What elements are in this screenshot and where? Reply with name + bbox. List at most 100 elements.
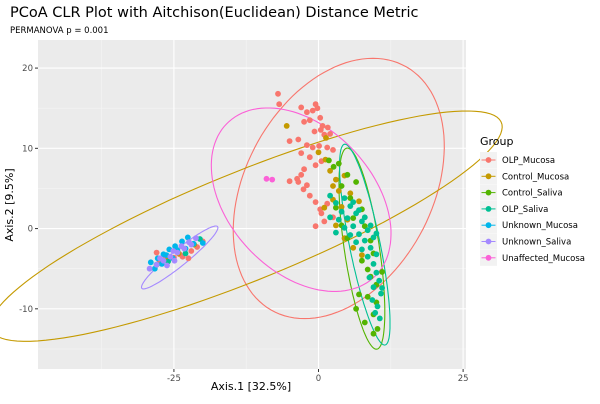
point-unknown-saliva	[153, 261, 160, 268]
point-olp-saliva	[341, 195, 348, 202]
y-axis: -10 0 10 20	[19, 64, 38, 315]
point-olp-mucosa	[324, 200, 331, 207]
point-olp-saliva	[379, 285, 385, 291]
point-control-mucosa	[338, 204, 345, 210]
chart-title: PCoA CLR Plot with Aitchison(Euclidean) …	[10, 5, 419, 21]
point-olp-saliva	[361, 237, 368, 244]
point-olp-saliva	[333, 200, 339, 206]
point-olp-saliva	[356, 231, 362, 238]
plot-panel	[38, 40, 466, 369]
y-axis-label: Axis.2 [9.5%]	[3, 168, 16, 241]
point-olp-saliva	[367, 222, 374, 229]
legend-swatch-olp-saliva	[485, 206, 492, 212]
point-control-saliva	[364, 266, 371, 273]
point-control-saliva	[350, 215, 357, 222]
point-olp-mucosa	[185, 255, 192, 262]
point-olp-mucosa	[317, 114, 324, 121]
point-control-mucosa	[356, 198, 362, 205]
point-olp-saliva	[378, 290, 384, 297]
point-control-saliva	[370, 330, 377, 337]
legend-label-unknown-saliva: Unknown_Saliva	[502, 238, 571, 248]
legend-label-control-mucosa: Control_Mucosa	[502, 172, 569, 182]
legend-title: Group	[480, 135, 514, 148]
point-control-mucosa	[330, 183, 336, 189]
point-olp-mucosa	[275, 90, 281, 97]
point-unknown-mucosa	[179, 238, 185, 245]
legend-label-control-saliva: Control_Saliva	[502, 189, 563, 199]
point-olp-saliva	[364, 253, 371, 260]
point-control-saliva	[361, 319, 368, 326]
legend-swatch-control-saliva	[485, 189, 492, 196]
point-olp-saliva	[376, 315, 383, 322]
point-control-saliva	[338, 183, 345, 189]
legend-swatch-olp-mucosa	[485, 157, 492, 163]
point-olp-saliva	[347, 232, 354, 238]
point-olp-mucosa	[309, 144, 316, 151]
point-control-saliva	[379, 269, 385, 275]
point-olp-mucosa	[306, 192, 313, 199]
ellipse-olp-saliva	[338, 143, 391, 346]
legend-label-olp-saliva: OLP_Saliva	[502, 205, 548, 215]
x-axis-label: Axis.1 [32.5%]	[211, 380, 291, 393]
point-olp-saliva	[361, 214, 368, 221]
point-olp-mucosa	[304, 182, 310, 189]
point-olp-saliva	[376, 277, 383, 284]
ellipse-unaffected-mucosa	[210, 107, 392, 292]
point-olp-saliva	[333, 229, 339, 236]
point-olp-mucosa	[324, 124, 331, 131]
point-olp-mucosa	[306, 117, 313, 124]
point-olp-saliva	[373, 230, 380, 237]
point-unknown-saliva	[164, 262, 170, 269]
point-unknown-saliva	[170, 248, 177, 254]
legend-swatch-control-mucosa	[485, 173, 492, 180]
point-olp-saliva	[182, 250, 189, 257]
point-olp-saliva	[372, 309, 379, 316]
point-olp-mucosa	[153, 249, 160, 256]
point-unknown-saliva	[186, 239, 192, 246]
point-olp-saliva	[327, 214, 333, 221]
point-olp-mucosa	[312, 223, 319, 230]
point-olp-saliva	[327, 192, 333, 199]
x-tick-label: -25	[167, 374, 181, 384]
x-axis: -25 0 25	[167, 369, 469, 384]
point-control-mucosa	[333, 222, 339, 229]
point-olp-mucosa	[298, 150, 305, 157]
point-olp-saliva	[359, 218, 365, 225]
point-olp-saliva	[350, 199, 357, 206]
point-olp-saliva	[335, 216, 342, 223]
point-olp-saliva	[366, 274, 373, 281]
point-olp-mucosa	[330, 147, 336, 153]
point-control-saliva	[330, 163, 337, 170]
point-olp-mucosa	[298, 171, 305, 178]
point-control-mucosa	[350, 244, 357, 251]
point-olp-saliva	[369, 297, 376, 303]
point-control-saliva	[347, 195, 354, 202]
point-olp-mucosa	[298, 104, 305, 111]
chart-subtitle: PERMANOVA p = 0.001	[10, 26, 109, 36]
point-unaffected-mucosa	[263, 175, 270, 182]
point-olp-mucosa	[312, 199, 319, 206]
ellipse-control-mucosa	[0, 110, 503, 342]
point-control-mucosa	[321, 204, 328, 211]
point-olp-mucosa	[309, 107, 316, 114]
point-olp-saliva	[373, 269, 380, 276]
point-olp-saliva	[374, 303, 381, 310]
point-control-mucosa	[347, 190, 354, 197]
point-control-saliva	[356, 291, 362, 298]
point-control-mucosa	[335, 188, 342, 194]
point-unknown-mucosa	[184, 234, 191, 241]
point-olp-mucosa	[295, 179, 302, 185]
minor-grid	[38, 40, 466, 369]
ellipse-olp-mucosa	[232, 57, 445, 320]
point-olp-saliva	[347, 203, 354, 210]
point-unknown-saliva	[171, 257, 178, 264]
ellipse-control-saliva	[338, 147, 386, 350]
point-olp-saliva	[367, 244, 374, 251]
x-tick-label: 25	[458, 374, 469, 384]
point-olp-mucosa	[301, 166, 307, 173]
point-olp-mucosa	[314, 105, 321, 112]
y-tick-label: 20	[22, 64, 33, 74]
point-control-saliva	[335, 160, 342, 167]
